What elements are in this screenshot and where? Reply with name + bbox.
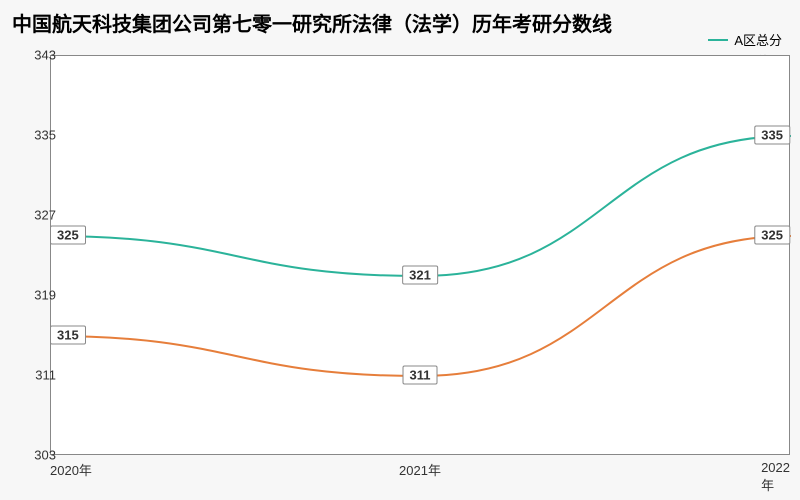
y-tick-label: 327 (34, 208, 56, 223)
x-tick-label: 2021年 (399, 460, 441, 479)
series-line (51, 236, 791, 376)
chart-title: 中国航天科技集团公司第七零一研究所法律（法学）历年考研分数线 (12, 8, 612, 37)
y-tick-label: 343 (34, 48, 56, 63)
chart-container: 中国航天科技集团公司第七零一研究所法律（法学）历年考研分数线 A区总分 B区总分… (0, 0, 800, 500)
legend-item-a: A区总分 (708, 30, 782, 49)
data-point-label: 315 (50, 326, 86, 345)
plot-area (50, 55, 790, 455)
data-point-label: 335 (754, 126, 790, 145)
data-point-label: 325 (50, 226, 86, 245)
data-point-label: 311 (403, 366, 438, 385)
y-tick-label: 319 (34, 288, 56, 303)
y-tick-label: 335 (34, 128, 56, 143)
series-line (51, 136, 791, 276)
y-tick-label: 311 (35, 368, 56, 383)
x-tick-label: 2020年 (50, 460, 92, 479)
legend-label-a: A区总分 (734, 30, 782, 49)
data-point-label: 325 (754, 226, 790, 245)
x-tick-label: 2022年 (761, 460, 790, 494)
legend-swatch-a (708, 39, 728, 41)
plot-svg (51, 56, 791, 456)
data-point-label: 321 (402, 266, 438, 285)
